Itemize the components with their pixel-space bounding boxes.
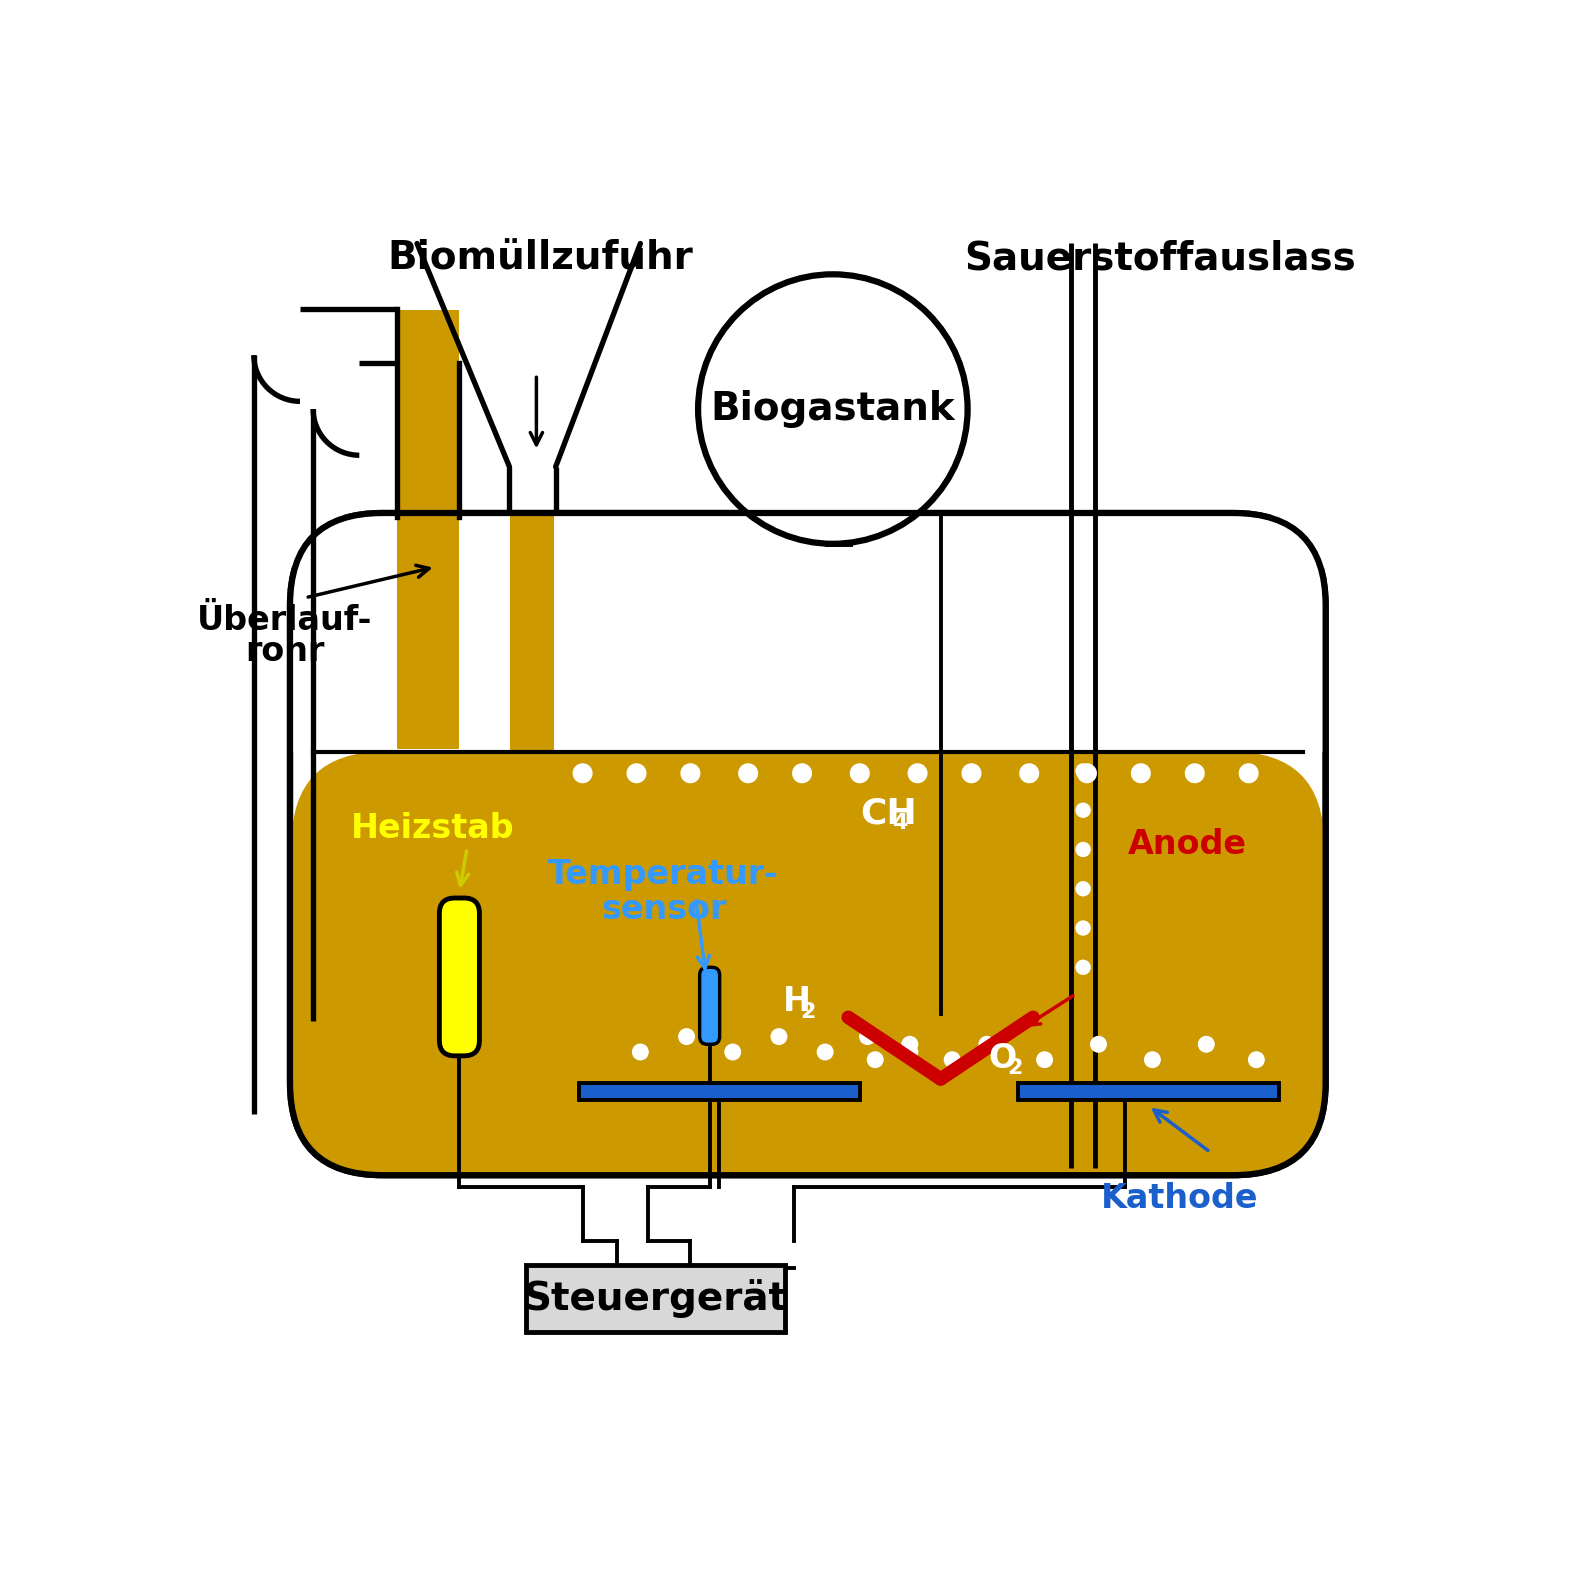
Circle shape xyxy=(1090,1036,1108,1052)
Text: Anode: Anode xyxy=(1128,828,1247,861)
Circle shape xyxy=(1019,763,1040,784)
Text: Steuergerät: Steuergerät xyxy=(523,1278,788,1318)
Circle shape xyxy=(1076,803,1090,818)
Circle shape xyxy=(1076,763,1090,779)
Circle shape xyxy=(1185,763,1206,784)
Circle shape xyxy=(867,1051,883,1068)
Bar xyxy=(1018,1082,1280,1100)
Circle shape xyxy=(1076,842,1090,858)
Circle shape xyxy=(698,275,967,544)
Circle shape xyxy=(901,1043,918,1060)
Text: 2: 2 xyxy=(801,1002,815,1022)
Circle shape xyxy=(850,763,871,784)
Text: CH: CH xyxy=(860,796,916,831)
Circle shape xyxy=(1131,763,1150,784)
FancyBboxPatch shape xyxy=(291,514,1326,1176)
Circle shape xyxy=(792,763,812,784)
Circle shape xyxy=(1076,882,1090,896)
FancyBboxPatch shape xyxy=(526,1266,785,1332)
Circle shape xyxy=(738,763,758,784)
Text: O: O xyxy=(989,1041,1016,1074)
Circle shape xyxy=(943,1051,961,1068)
Circle shape xyxy=(860,1029,875,1044)
Circle shape xyxy=(1076,959,1090,975)
Text: 4: 4 xyxy=(893,814,907,833)
FancyBboxPatch shape xyxy=(439,897,479,1055)
Circle shape xyxy=(1248,1051,1266,1068)
Bar xyxy=(510,514,553,752)
Circle shape xyxy=(1036,1051,1052,1068)
Circle shape xyxy=(901,1036,918,1052)
Circle shape xyxy=(962,763,981,784)
Text: Biogastank: Biogastank xyxy=(711,390,956,428)
Circle shape xyxy=(771,1029,787,1044)
Bar xyxy=(578,1082,860,1100)
Circle shape xyxy=(1239,763,1259,784)
Text: sensor: sensor xyxy=(600,893,727,926)
Bar xyxy=(1073,243,1093,752)
Text: Temperatur-: Temperatur- xyxy=(548,858,779,891)
Circle shape xyxy=(1144,1051,1161,1068)
FancyBboxPatch shape xyxy=(700,967,719,1044)
Text: Biomüllzufuhr: Biomüllzufuhr xyxy=(387,240,694,278)
Circle shape xyxy=(817,1043,834,1060)
Bar xyxy=(292,515,1324,752)
Text: Kathode: Kathode xyxy=(1101,1182,1258,1215)
Circle shape xyxy=(724,1043,741,1060)
Circle shape xyxy=(572,763,592,784)
Circle shape xyxy=(632,1043,649,1060)
Circle shape xyxy=(1076,920,1090,935)
Text: Heizstab: Heizstab xyxy=(351,812,514,845)
Bar xyxy=(1073,752,1093,1176)
Circle shape xyxy=(907,763,927,784)
Text: Überlauf-: Überlauf- xyxy=(198,604,373,637)
Text: rohr: rohr xyxy=(245,635,324,668)
Circle shape xyxy=(678,1029,695,1044)
Text: Sauerstoffauslass: Sauerstoffauslass xyxy=(964,240,1356,278)
Bar xyxy=(397,311,458,749)
Circle shape xyxy=(978,1036,995,1052)
FancyBboxPatch shape xyxy=(292,752,1324,1174)
Circle shape xyxy=(627,763,646,784)
Circle shape xyxy=(1078,763,1097,784)
Circle shape xyxy=(1198,1036,1215,1052)
Text: H: H xyxy=(782,986,811,1019)
Circle shape xyxy=(681,763,700,784)
Bar xyxy=(510,752,553,1176)
Text: 2: 2 xyxy=(1008,1059,1022,1078)
